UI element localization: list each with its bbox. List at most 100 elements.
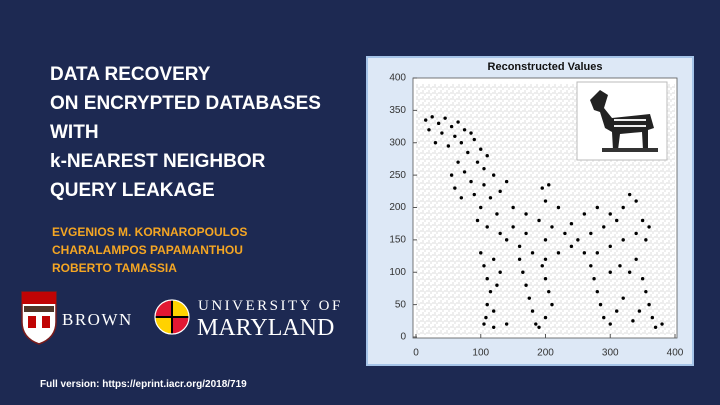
brown-text: BROWN [62,310,133,329]
point [530,251,535,255]
point [634,257,638,261]
x-tick-label: 300 [602,348,619,359]
point [511,225,515,229]
point [534,322,538,326]
chart-title: Reconstructed Values [488,61,603,73]
point [527,296,532,300]
point [433,141,438,145]
point [511,205,515,210]
point [495,212,499,216]
point [472,192,476,197]
point [608,270,612,274]
point [589,231,593,236]
point [563,231,567,236]
horse-inset [576,81,668,161]
point [430,115,434,119]
point [653,325,658,329]
point [595,205,599,210]
point [537,325,541,329]
point [644,289,648,294]
point [485,302,489,307]
point [608,322,612,326]
point [547,183,551,187]
point [615,218,619,223]
author-block: EVGENIOS M. KORNAROPOULOS CHARALAMPOS PAP… [52,225,247,275]
point [492,257,496,261]
title-block: DATA RECOVERY ON ENCRYPTED DATABASES WITH k… [50,64,321,201]
point [485,277,489,281]
point [469,179,473,184]
umd-logo: UNIVERSITY OF MARYLAND [154,298,343,341]
point [537,218,541,223]
point [469,131,473,135]
point [462,170,467,174]
title-line: k-NEAREST NEIGHBOR [50,151,266,172]
point [543,238,548,242]
point [475,160,480,164]
y-tick-label: 100 [389,267,406,278]
brown-logo: BROWN [21,291,133,345]
point [621,238,625,242]
point [621,296,625,300]
point [449,173,454,177]
y-tick-label: 150 [389,235,406,246]
x-tick-label: 400 [667,348,684,359]
point [472,137,476,142]
point [498,270,502,274]
point [504,238,509,242]
point [521,270,525,274]
point [492,173,496,177]
point [582,212,587,216]
x-tick-label: 100 [472,348,489,359]
point [602,225,606,229]
point [498,231,502,236]
point [443,116,447,120]
point [424,118,428,122]
point [550,302,554,307]
point [504,322,509,326]
x-tick-label: 200 [537,348,554,359]
point [524,283,528,287]
point [602,315,606,320]
point [462,128,467,132]
umd-text-top: UNIVERSITY OF [198,298,343,314]
point [540,186,544,190]
point [484,315,488,320]
point [459,141,464,145]
point [459,196,464,200]
point [427,128,431,132]
point [618,264,622,268]
author: ROBERTO TAMASSIA [52,261,177,275]
point [482,183,486,187]
point [627,270,632,274]
point [488,196,493,200]
point [598,302,603,307]
y-tick-label: 0 [400,332,406,343]
point [640,218,645,223]
point [595,289,599,294]
point [495,283,499,287]
point [582,251,587,255]
point [436,121,441,126]
y-tick-label: 50 [395,299,407,310]
point [453,186,457,190]
point [608,212,612,216]
point [634,199,638,203]
point [479,251,483,255]
x-tick-label: 0 [413,348,419,359]
point [456,160,460,164]
y-tick-label: 250 [389,170,406,181]
point [543,257,548,261]
y-tick-label: 400 [389,73,406,84]
point [589,264,593,268]
point [631,319,635,323]
point [517,257,522,261]
point [453,134,457,138]
point [530,309,535,313]
point [640,277,645,281]
umd-text-bottom: MARYLAND [197,315,334,341]
author: CHARALAMPOS PAPAMANTHOU [52,243,243,257]
footer: Full version: https://eprint.iacr.org/20… [40,379,247,390]
point [592,277,596,281]
